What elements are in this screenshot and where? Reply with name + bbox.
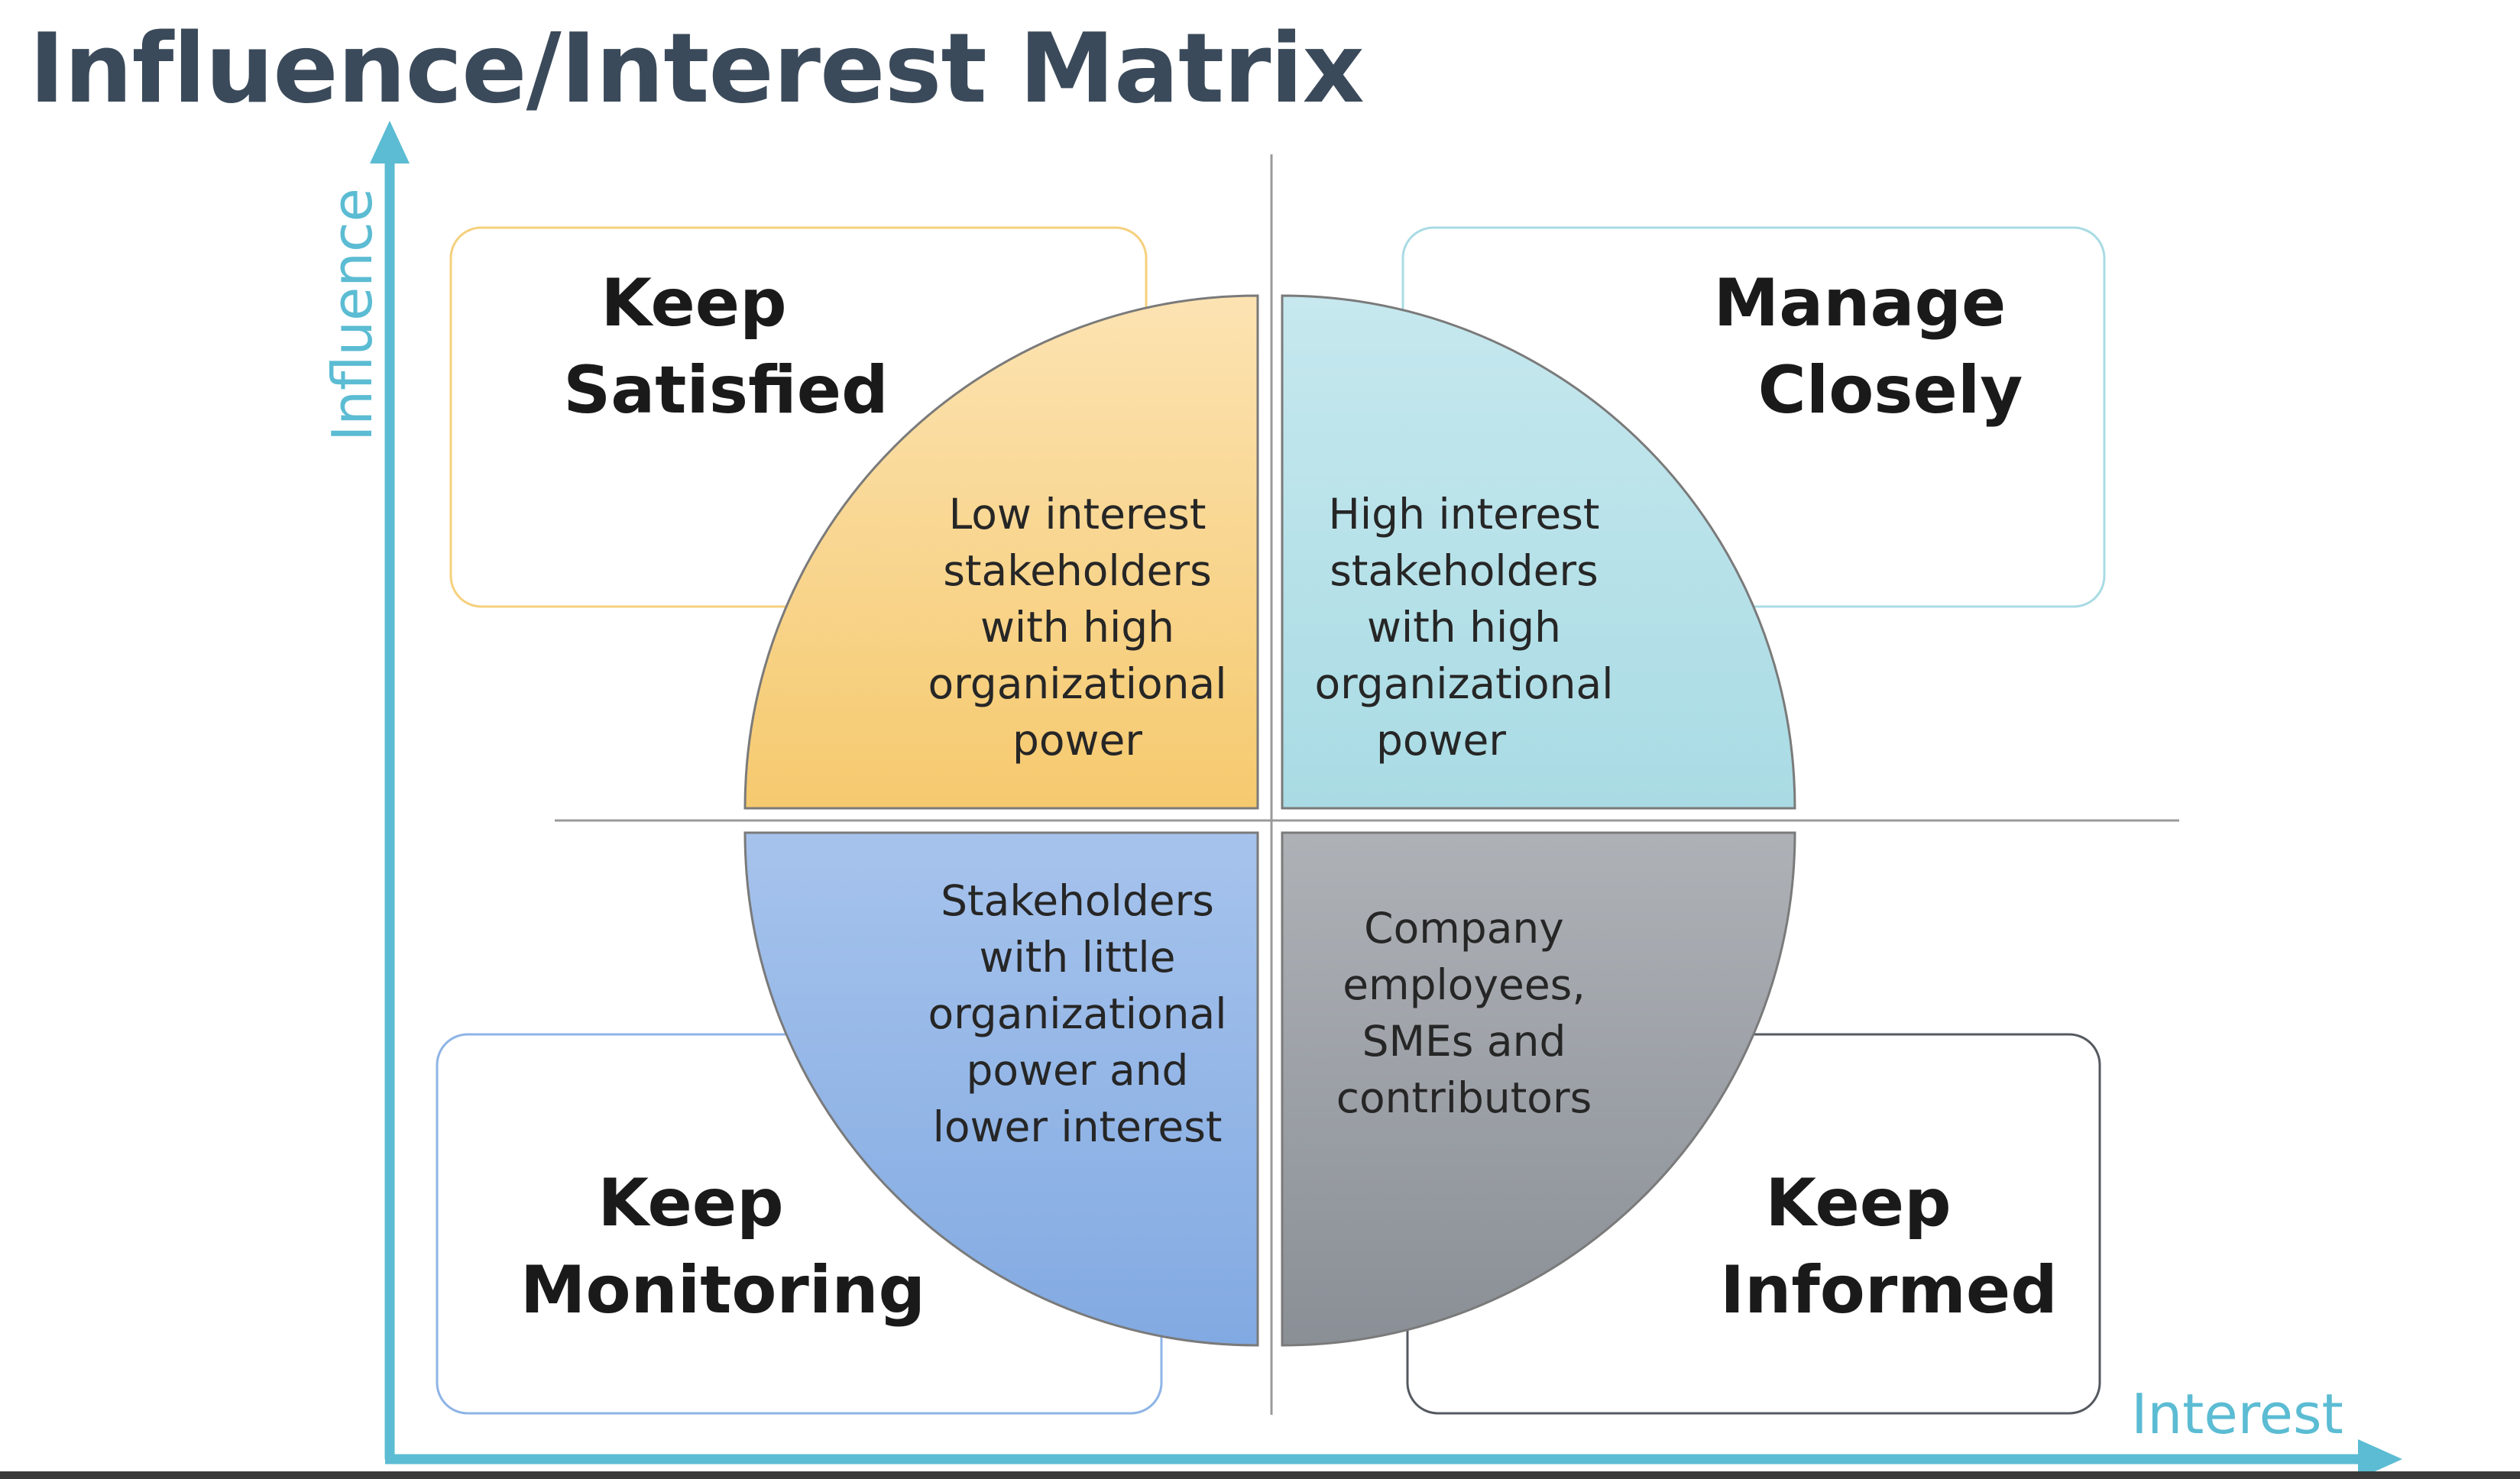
keep-informed-desc-line-1: Company: [1364, 904, 1564, 953]
manage-closely-title-line-2: Closely: [1758, 352, 2023, 429]
manage-closely-quadrant: [1281, 294, 1796, 810]
keep-informed-description: Company employees, SMEs and contributors: [1336, 904, 1592, 1122]
manage-closely-desc-line-2: stakeholders: [1330, 546, 1598, 595]
keep-monitoring-desc-line-3: organizational: [928, 989, 1227, 1038]
y-axis: [370, 121, 410, 1459]
manage-closely-title: Manage Closely: [1714, 265, 2023, 429]
manage-closely-desc-line-4: organizational: [1315, 659, 1614, 708]
keep-satisfied-title-line-2: Satisfied: [563, 352, 888, 429]
keep-monitoring-title-line-1: Keep: [598, 1165, 783, 1241]
keep-satisfied-desc-line-1: Low interest: [949, 490, 1207, 539]
y-axis-arrow-icon: [370, 121, 410, 163]
keep-informed-title: Keep Informed: [1720, 1165, 2058, 1329]
keep-monitoring-title: Keep Monitoring: [520, 1165, 925, 1329]
keep-satisfied-title-line-1: Keep: [601, 265, 786, 341]
keep-satisfied-quadrant: [743, 294, 1259, 810]
keep-satisfied-desc-line-3: with high: [980, 603, 1174, 652]
keep-satisfied-desc-line-4: organizational: [928, 659, 1227, 708]
keep-monitoring-title-line-2: Monitoring: [520, 1252, 925, 1329]
y-axis-label: Influence: [320, 188, 384, 442]
manage-closely-description: High interest stakeholders with high org…: [1315, 490, 1614, 765]
keep-monitoring-desc-line-4: power and: [967, 1046, 1189, 1095]
manage-closely-desc-line-3: with high: [1367, 603, 1561, 652]
x-axis-label: Interest: [2131, 1382, 2343, 1446]
manage-closely-desc-line-5: power: [1376, 716, 1506, 765]
manage-closely-title-line-1: Manage: [1714, 265, 2007, 341]
keep-monitoring-description: Stakeholders with little organizational …: [928, 876, 1227, 1151]
x-axis-arrow-icon: [2358, 1439, 2402, 1479]
keep-informed-desc-line-3: SMEs and: [1362, 1017, 1566, 1066]
keep-monitoring-quadrant: [743, 831, 1259, 1347]
x-axis: [385, 1439, 2402, 1479]
keep-satisfied-desc-line-2: stakeholders: [943, 546, 1211, 595]
keep-informed-quadrant: [1281, 831, 1796, 1347]
keep-monitoring-desc-line-2: with little: [980, 933, 1176, 982]
keep-satisfied-description: Low interest stakeholders with high orga…: [928, 490, 1227, 765]
manage-closely-desc-line-1: High interest: [1329, 490, 1600, 539]
keep-informed-desc-line-4: contributors: [1336, 1073, 1592, 1122]
keep-informed-desc-line-2: employees,: [1343, 960, 1586, 1009]
keep-satisfied-desc-line-5: power: [1012, 716, 1142, 765]
bottom-rule: [0, 1471, 2520, 1479]
page-title: Influence/Interest Matrix: [29, 12, 1365, 125]
keep-informed-title-line-1: Keep: [1765, 1165, 1951, 1241]
keep-informed-title-line-2: Informed: [1720, 1252, 2058, 1329]
keep-monitoring-desc-line-5: lower interest: [933, 1102, 1223, 1151]
keep-satisfied-title: Keep Satisfied: [563, 265, 888, 429]
keep-monitoring-desc-line-1: Stakeholders: [941, 876, 1214, 925]
